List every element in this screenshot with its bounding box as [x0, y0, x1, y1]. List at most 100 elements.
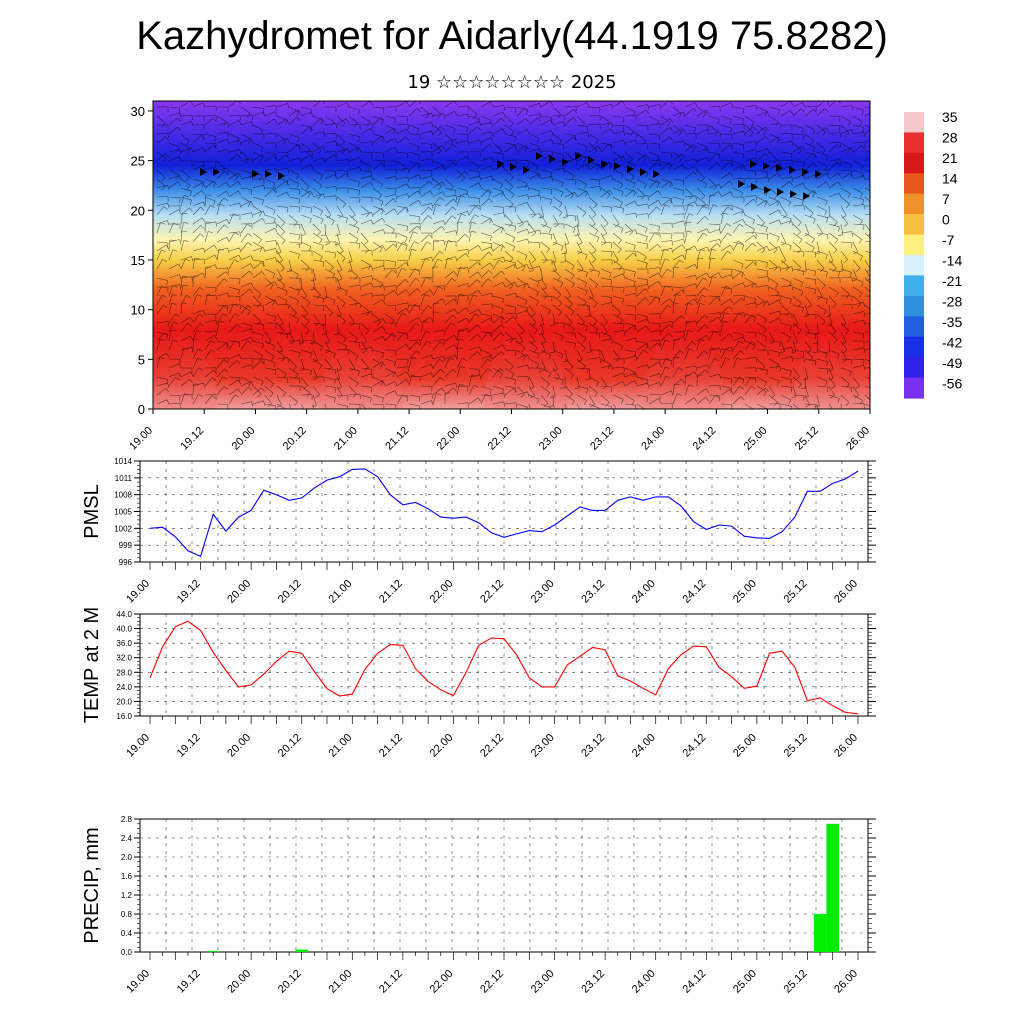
wind-barb-flag	[701, 195, 706, 200]
wind-barb	[864, 394, 870, 401]
wind-barb	[204, 133, 216, 137]
wind-barb-flag	[202, 182, 206, 188]
wind-barb	[444, 198, 454, 207]
wind-barb	[156, 332, 165, 342]
wind-flag	[777, 188, 784, 196]
wind-barb	[852, 358, 865, 360]
wind-barb-flag	[281, 231, 286, 236]
wind-barb-flag	[514, 307, 517, 313]
wind-barb-flag	[790, 379, 792, 385]
wind-barb-flag	[807, 349, 812, 354]
wind-barb-flag	[851, 387, 853, 393]
wind-barb	[312, 367, 318, 379]
wind-barb-flag	[832, 268, 837, 272]
wind-barb-flag	[329, 267, 334, 272]
wind-barb-flag	[366, 212, 370, 218]
wind-barb	[240, 212, 252, 216]
wind-barb-flag	[647, 195, 649, 201]
wind-barb	[336, 159, 348, 162]
wind-barb	[792, 160, 805, 163]
wind-barb-flag	[646, 343, 648, 349]
wind-barb-flag	[751, 340, 756, 345]
wind-barb-flag	[560, 192, 564, 198]
wind-barb-flag	[695, 166, 698, 172]
wind-barb	[360, 160, 371, 167]
wind-barb-flag	[594, 392, 598, 397]
wind-barb-flag	[705, 369, 709, 374]
wind-barb-flag	[333, 398, 336, 403]
wind-barb	[648, 123, 660, 126]
wind-barb	[276, 394, 282, 406]
wind-barb-flag	[742, 210, 746, 216]
wind-barb	[192, 272, 203, 279]
wind-barb	[516, 403, 528, 408]
wind-barb-flag	[236, 360, 241, 365]
wind-barb	[372, 394, 384, 399]
wind-barb	[840, 241, 853, 244]
wind-barb-flag	[574, 333, 577, 339]
wind-barb-flag	[286, 207, 289, 213]
wind-barb-flag	[593, 150, 598, 155]
wind-barb-flag	[223, 386, 228, 390]
wind-barb-flag	[353, 221, 358, 227]
wind-barb	[828, 358, 834, 370]
wind-barb	[744, 198, 754, 207]
wind-barb-flag	[202, 102, 206, 108]
wind-barb	[720, 285, 726, 297]
wind-barb	[516, 145, 526, 153]
wind-barb	[780, 214, 792, 220]
wind-barb	[372, 380, 383, 387]
wind-barb	[852, 301, 864, 306]
wind-barb	[708, 191, 719, 198]
wind-barb-flag	[622, 101, 626, 106]
wind-barb-flag	[334, 174, 338, 180]
wind-barb	[420, 130, 432, 135]
wind-barb-flag	[393, 243, 397, 248]
wind-barb-flag	[406, 344, 410, 349]
wind-barb	[528, 148, 540, 153]
wind-barb	[840, 250, 848, 260]
wind-barb	[828, 159, 840, 162]
wind-barb-flag	[358, 136, 360, 142]
y-axis-label: TEMP at 2 M	[81, 607, 103, 723]
wind-barb	[660, 181, 670, 189]
wind-barb	[396, 223, 408, 227]
wind-barb	[252, 142, 264, 148]
wind-barb	[192, 147, 204, 153]
wind-barb-flag	[688, 204, 694, 207]
wind-barb	[540, 268, 543, 280]
wind-barb-flag	[525, 145, 530, 150]
wind-barb	[552, 196, 563, 204]
wind-barb	[216, 224, 225, 234]
colorbar-swatch	[904, 234, 924, 256]
wind-barb-flag	[671, 321, 673, 327]
wind-barb	[456, 140, 468, 144]
wind-barb	[372, 217, 383, 225]
wind-barb	[648, 179, 657, 189]
wind-barb-flag	[633, 164, 636, 170]
wind-barb	[780, 346, 792, 351]
wind-barb	[348, 295, 358, 303]
wind-barb-flag	[477, 271, 482, 277]
wind-flag	[562, 158, 569, 166]
wind-barb	[156, 339, 161, 351]
wind-barb	[432, 197, 440, 207]
wind-barb	[276, 241, 282, 253]
wind-barb-flag	[659, 144, 661, 150]
wind-barb	[636, 142, 649, 145]
wind-barb	[852, 277, 864, 283]
wind-flag	[213, 168, 220, 176]
wind-barb	[408, 304, 420, 307]
wind-barb-flag	[826, 217, 828, 223]
wind-barb-flag	[503, 105, 505, 111]
wind-barb-flag	[262, 111, 266, 117]
y-tick-label: 2.4	[121, 834, 133, 843]
wind-barb-flag	[527, 283, 530, 289]
wind-barb	[588, 357, 600, 360]
wind-barb	[864, 156, 870, 162]
wind-barb-flag	[251, 121, 254, 127]
wind-barb-flag	[583, 301, 587, 307]
wind-barb	[492, 344, 503, 351]
wind-barb	[792, 102, 804, 108]
wind-barb	[312, 394, 317, 406]
